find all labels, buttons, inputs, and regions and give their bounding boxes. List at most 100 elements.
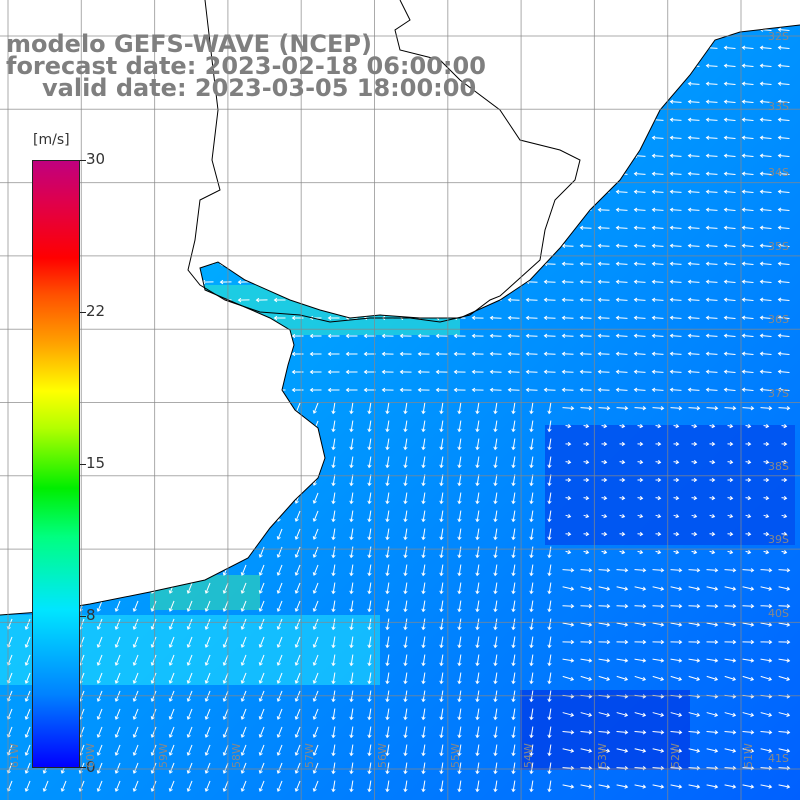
- wind-arrow-head: [783, 459, 788, 465]
- wind-arrow-head: [750, 658, 755, 663]
- wind-arrow-head: [219, 189, 224, 195]
- wind-arrow-head: [507, 369, 512, 375]
- wind-arrow-head: [660, 658, 665, 663]
- wind-arrow-head: [471, 315, 476, 321]
- wind-arrow-head: [255, 171, 260, 177]
- wind-arrow-head: [168, 500, 173, 504]
- wind-arrow-head: [403, 482, 408, 487]
- wind-arrow-head: [547, 446, 552, 451]
- wind-arrow-head: [507, 63, 512, 69]
- wind-arrow: [368, 780, 372, 792]
- wind-arrow: [79, 654, 85, 666]
- wind-arrow-head: [493, 518, 498, 523]
- wind-arrow-head: [547, 698, 552, 703]
- wind-arrow: [115, 546, 121, 558]
- wind-arrow: [61, 780, 67, 792]
- colorbar-tick: 8: [86, 606, 96, 624]
- wind-arrow-head: [186, 590, 191, 594]
- wind-arrow: [97, 402, 103, 414]
- wind-arrow-head: [606, 639, 611, 645]
- wind-arrow-head: [417, 279, 422, 285]
- wind-arrow-head: [511, 590, 516, 595]
- wind-arrow: [133, 744, 139, 756]
- wind-arrow-head: [114, 428, 119, 432]
- wind-arrow: [458, 528, 462, 540]
- wind-arrow: [476, 762, 480, 774]
- wind-arrow-head: [381, 189, 386, 195]
- wind-arrow-head: [111, 315, 116, 321]
- wind-arrow: [187, 744, 193, 756]
- wind-arrow: [580, 155, 592, 157]
- wind-arrow-head: [93, 261, 98, 267]
- wind-arrow: [187, 672, 193, 684]
- wind-arrow: [241, 564, 247, 576]
- wind-arrow-head: [129, 171, 134, 177]
- wind-arrow-head: [729, 441, 734, 447]
- wind-arrow-head: [294, 446, 299, 450]
- wind-arrow-head: [385, 500, 390, 505]
- wind-arrow: [616, 101, 628, 103]
- wind-arrow: [277, 564, 283, 576]
- wind-arrow-head: [439, 626, 444, 631]
- wind-arrow-head: [687, 207, 692, 212]
- wind-arrow-head: [543, 117, 548, 123]
- wind-arrow: [368, 510, 372, 522]
- wind-arrow-head: [186, 428, 191, 432]
- wind-arrow: [97, 546, 103, 558]
- wind-arrow-head: [633, 279, 638, 284]
- wind-arrow-head: [657, 531, 662, 537]
- wind-arrow-head: [570, 784, 575, 789]
- wind-arrow: [313, 654, 319, 666]
- wind-arrow-head: [381, 243, 386, 249]
- wind-arrow-head: [493, 464, 498, 469]
- wind-arrow: [530, 492, 534, 504]
- wind-arrow-head: [291, 261, 296, 267]
- wind-arrow: [7, 744, 13, 756]
- wind-arrow-head: [439, 716, 444, 721]
- wind-arrow-head: [669, 45, 674, 50]
- wind-arrow-head: [114, 626, 119, 630]
- wind-arrow-head: [111, 261, 116, 267]
- wind-arrow-head: [3, 172, 8, 177]
- wind-arrow: [742, 622, 754, 626]
- wind-arrow: [778, 191, 790, 193]
- wind-arrow-head: [385, 626, 390, 631]
- wind-arrow: [778, 317, 790, 319]
- wind-arrow: [332, 780, 336, 792]
- wind-arrow-head: [660, 676, 665, 682]
- wind-arrow: [241, 726, 247, 738]
- wind-arrow-head: [543, 315, 548, 321]
- wind-arrow-head: [399, 387, 404, 393]
- wind-arrow-head: [475, 410, 480, 415]
- wind-arrow-head: [273, 387, 278, 393]
- wind-arrow-head: [723, 261, 728, 266]
- wind-arrow: [241, 402, 247, 414]
- wind-arrow-head: [489, 81, 494, 87]
- wind-arrow-head: [294, 734, 299, 738]
- wind-arrow: [187, 456, 193, 468]
- wind-arrow-head: [435, 171, 440, 177]
- wind-arrow: [332, 420, 336, 432]
- wind-arrow-head: [777, 333, 782, 338]
- wind-arrow: [512, 420, 516, 432]
- wind-arrow-head: [547, 626, 552, 631]
- wind-arrow: [76, 137, 88, 139]
- wind-arrow-head: [660, 406, 665, 411]
- wind-arrow-head: [579, 333, 584, 338]
- wind-arrow-head: [588, 676, 593, 682]
- wind-arrow: [386, 600, 390, 612]
- wind-arrow: [562, 83, 574, 85]
- wind-arrow-head: [327, 279, 332, 285]
- wind-arrow: [634, 675, 646, 681]
- wind-arrow: [562, 407, 574, 409]
- wind-arrow-head: [147, 189, 152, 195]
- wind-arrow: [580, 173, 592, 175]
- wind-arrow-head: [543, 189, 548, 195]
- wind-arrow-head: [24, 554, 29, 558]
- wind-arrow: [458, 726, 462, 738]
- wind-arrow-head: [96, 500, 101, 504]
- wind-arrow-head: [651, 351, 656, 356]
- wind-arrow-head: [457, 644, 462, 649]
- wind-arrow: [530, 708, 534, 720]
- wind-arrow: [670, 407, 682, 409]
